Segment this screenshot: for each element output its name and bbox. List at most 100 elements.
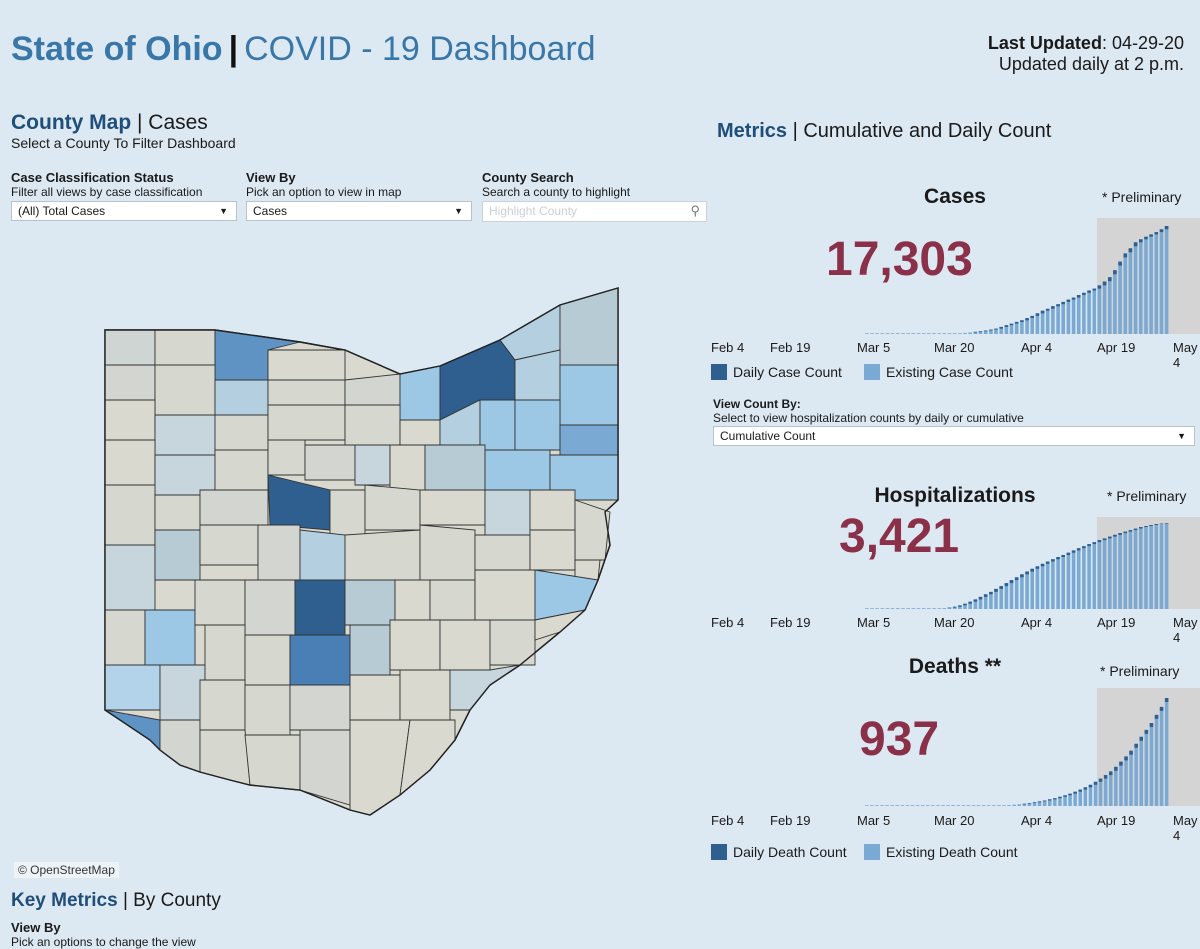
legend-existing-case[interactable]: Existing Case Count: [864, 364, 1013, 380]
existing-count-bar[interactable]: [1102, 538, 1107, 609]
existing-count-bar[interactable]: [942, 333, 947, 334]
county-shape[interactable]: [389, 619, 441, 671]
existing-count-bar[interactable]: [1035, 313, 1040, 334]
existing-count-bar[interactable]: [906, 608, 910, 609]
existing-count-bar[interactable]: [1164, 523, 1169, 609]
county-shape[interactable]: [154, 494, 201, 531]
county-shape[interactable]: [399, 669, 451, 721]
daily-count-bar[interactable]: [1098, 778, 1103, 782]
county-shape[interactable]: [104, 544, 156, 611]
daily-count-bar[interactable]: [1045, 308, 1050, 311]
existing-count-bar[interactable]: [1098, 778, 1103, 806]
daily-count-bar[interactable]: [1030, 568, 1034, 572]
county-shape[interactable]: [394, 579, 431, 621]
existing-count-bar[interactable]: [1109, 771, 1113, 806]
existing-count-bar[interactable]: [952, 333, 957, 334]
daily-count-bar[interactable]: [1040, 310, 1045, 314]
daily-count-bar[interactable]: [1123, 253, 1128, 258]
daily-count-bar[interactable]: [1027, 803, 1032, 804]
daily-count-bar[interactable]: [952, 606, 957, 608]
existing-count-bar[interactable]: [978, 331, 983, 334]
county-shape[interactable]: [104, 609, 146, 666]
existing-count-bar[interactable]: [885, 608, 890, 609]
county-shape[interactable]: [559, 424, 619, 456]
existing-count-bar[interactable]: [1129, 750, 1133, 806]
existing-count-bar[interactable]: [1030, 315, 1034, 334]
existing-count-bar[interactable]: [1108, 277, 1112, 334]
daily-count-bar[interactable]: [1092, 288, 1097, 291]
existing-count-bar[interactable]: [941, 805, 945, 806]
existing-count-bar[interactable]: [956, 805, 961, 806]
existing-count-bar[interactable]: [978, 596, 983, 609]
existing-count-bar[interactable]: [921, 608, 926, 609]
daily-count-bar[interactable]: [1144, 526, 1148, 527]
existing-count-bar[interactable]: [1124, 756, 1128, 806]
county-shape[interactable]: [484, 489, 531, 536]
existing-count-bar[interactable]: [1097, 285, 1102, 334]
daily-count-bar[interactable]: [999, 586, 1003, 589]
existing-count-bar[interactable]: [870, 608, 874, 609]
daily-count-bar[interactable]: [1020, 320, 1024, 322]
existing-count-bar[interactable]: [1061, 555, 1065, 609]
county-shape[interactable]: [419, 524, 476, 581]
daily-count-bar[interactable]: [1139, 527, 1143, 529]
daily-count-bar[interactable]: [994, 328, 998, 330]
daily-count-bar[interactable]: [1118, 261, 1122, 266]
county-shape[interactable]: [214, 379, 269, 416]
existing-count-bar[interactable]: [942, 608, 947, 609]
existing-count-bar[interactable]: [994, 588, 998, 609]
county-shape[interactable]: [424, 444, 486, 491]
daily-count-bar[interactable]: [989, 329, 993, 331]
existing-count-bar[interactable]: [1078, 789, 1083, 806]
existing-count-bar[interactable]: [1009, 323, 1014, 334]
existing-count-bar[interactable]: [901, 333, 905, 334]
existing-count-bar[interactable]: [1045, 561, 1050, 610]
daily-count-bar[interactable]: [983, 330, 988, 332]
existing-count-bar[interactable]: [1014, 577, 1019, 609]
daily-count-bar[interactable]: [1058, 796, 1062, 799]
daily-count-bar[interactable]: [1014, 577, 1019, 581]
existing-count-bar[interactable]: [1144, 729, 1149, 806]
existing-count-bar[interactable]: [890, 608, 895, 609]
existing-count-bar[interactable]: [1102, 281, 1107, 335]
daily-count-bar[interactable]: [1068, 793, 1072, 796]
existing-count-bar[interactable]: [1056, 557, 1060, 609]
county-shape[interactable]: [299, 529, 346, 581]
daily-count-bar[interactable]: [1082, 546, 1086, 549]
daily-count-bar[interactable]: [1071, 550, 1076, 553]
existing-count-bar[interactable]: [1056, 304, 1060, 334]
existing-count-bar[interactable]: [947, 333, 952, 334]
county-shape[interactable]: [154, 529, 201, 581]
existing-count-bar[interactable]: [937, 608, 941, 609]
daily-count-bar[interactable]: [1128, 530, 1133, 532]
daily-count-bar[interactable]: [1109, 771, 1113, 776]
existing-count-bar[interactable]: [865, 805, 869, 806]
county-shape[interactable]: [199, 679, 246, 731]
county-shape[interactable]: [244, 634, 291, 686]
existing-count-bar[interactable]: [1004, 325, 1009, 334]
daily-count-bar[interactable]: [968, 601, 972, 604]
county-shape[interactable]: [104, 399, 156, 441]
county-shape[interactable]: [489, 619, 536, 666]
daily-count-bar[interactable]: [1154, 232, 1159, 235]
existing-count-bar[interactable]: [880, 805, 884, 806]
daily-count-bar[interactable]: [1159, 706, 1164, 711]
existing-count-bar[interactable]: [963, 603, 967, 609]
existing-count-bar[interactable]: [932, 608, 936, 609]
existing-count-bar[interactable]: [1128, 530, 1133, 609]
existing-count-bar[interactable]: [1087, 290, 1091, 335]
county-shape[interactable]: [144, 609, 196, 666]
existing-count-bar[interactable]: [999, 326, 1003, 334]
existing-count-bar[interactable]: [989, 591, 993, 609]
daily-count-bar[interactable]: [1088, 784, 1093, 788]
county-shape[interactable]: [267, 379, 346, 406]
existing-count-bar[interactable]: [1118, 261, 1122, 334]
daily-count-bar[interactable]: [1149, 234, 1153, 237]
existing-count-bar[interactable]: [1012, 804, 1016, 806]
daily-count-bar[interactable]: [1108, 536, 1112, 539]
existing-count-bar[interactable]: [890, 333, 895, 334]
existing-count-bar[interactable]: [1083, 787, 1088, 806]
existing-count-bar[interactable]: [1032, 802, 1037, 806]
daily-count-bar[interactable]: [1087, 290, 1091, 293]
daily-count-bar[interactable]: [1042, 800, 1047, 802]
